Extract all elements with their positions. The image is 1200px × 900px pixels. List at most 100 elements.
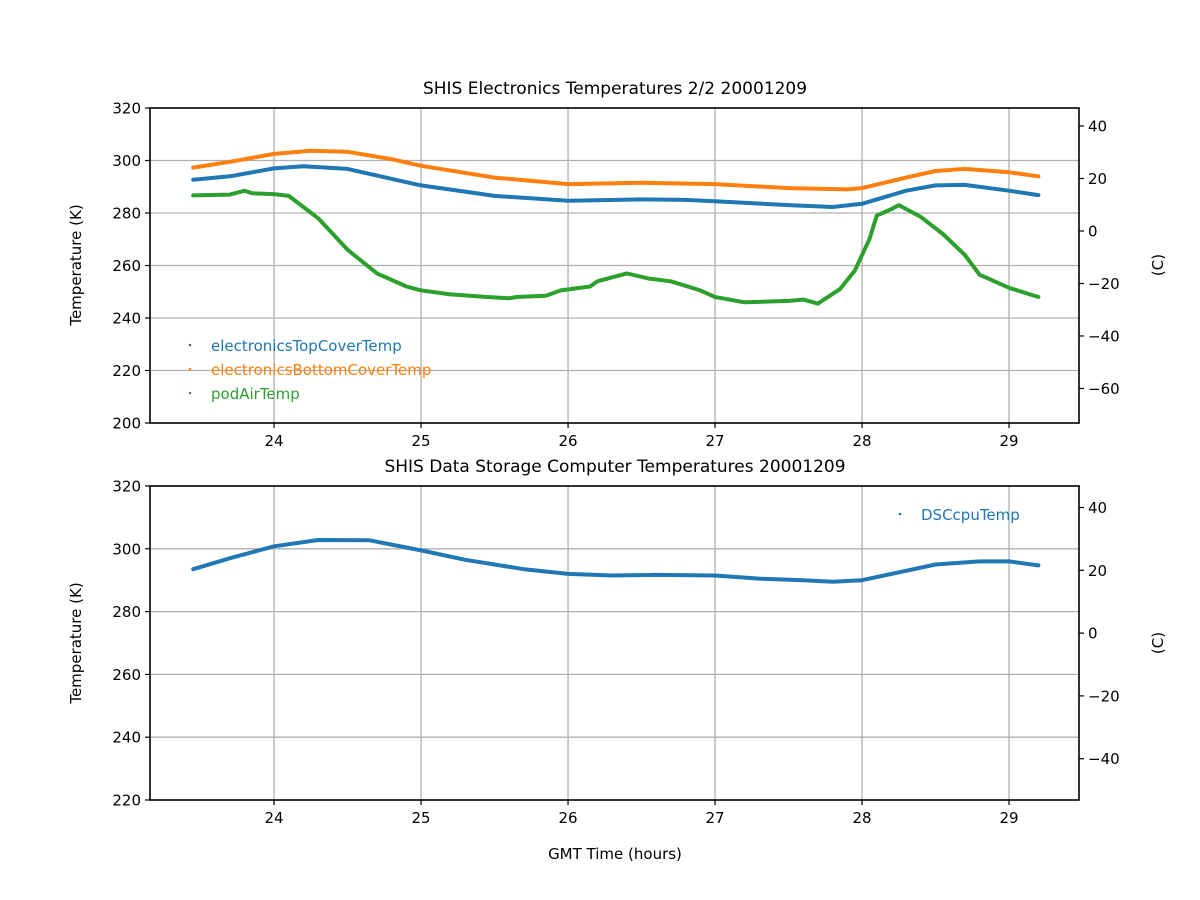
data-point	[904, 569, 908, 573]
data-point	[838, 287, 842, 291]
data-storage-computer-panel: SHIS Data Storage Computer Temperatures …	[67, 457, 1167, 863]
data-point	[346, 167, 350, 171]
data-point	[816, 302, 820, 306]
data-point	[684, 198, 688, 202]
legend-item: electronicsBottomCoverTemp	[188, 361, 431, 379]
data-point	[1007, 189, 1011, 193]
chart-title: SHIS Electronics Temperatures 2/2 200012…	[423, 79, 807, 99]
x-tick-label: 25	[412, 432, 431, 450]
data-point	[228, 160, 232, 164]
data-point	[507, 296, 511, 300]
data-point	[272, 544, 276, 548]
data-point	[1036, 193, 1040, 197]
data-point	[191, 193, 195, 197]
data-point	[243, 189, 247, 193]
data-point	[301, 164, 306, 168]
electronics-temperatures-panel: SHIS Electronics Temperatures 2/2 200012…	[67, 79, 1167, 450]
data-point	[228, 556, 232, 560]
data-point	[801, 578, 805, 582]
data-point	[419, 288, 423, 292]
data-point	[610, 573, 614, 578]
x-tick-label: 28	[852, 432, 871, 450]
x-tick-label: 27	[705, 809, 724, 827]
data-point	[191, 567, 195, 571]
series-line-DSCcpuTemp	[191, 538, 1041, 584]
data-point	[698, 288, 702, 292]
y-axis-label: Temperature (K)	[67, 204, 85, 326]
y-tick-label: 220	[112, 362, 141, 380]
data-point	[272, 152, 276, 156]
data-point	[1007, 170, 1011, 174]
data-point	[933, 169, 938, 173]
data-point	[390, 177, 394, 181]
data-point	[493, 176, 497, 180]
legend-item: podAirTemp	[188, 385, 300, 403]
data-point	[831, 580, 835, 584]
data-point	[346, 150, 350, 154]
data-point	[639, 197, 644, 201]
data-point	[1007, 286, 1011, 290]
data-point	[786, 203, 791, 207]
data-point	[272, 166, 276, 170]
data-point	[860, 202, 864, 206]
data-point	[404, 284, 408, 289]
data-point	[544, 294, 548, 298]
x-tick-label: 24	[265, 432, 284, 450]
data-point	[654, 573, 658, 577]
legend-label: electronicsTopCoverTemp	[211, 337, 402, 355]
data-point	[933, 183, 938, 187]
data-point	[867, 237, 872, 241]
data-point	[419, 164, 423, 168]
y-tick-label: 300	[112, 540, 141, 558]
data-point	[1036, 295, 1040, 299]
data-point	[419, 183, 423, 187]
data-point	[919, 215, 923, 219]
data-point	[875, 214, 879, 218]
y-right-tick-label: −60	[1088, 380, 1120, 398]
legend-marker	[188, 367, 192, 371]
legend-label: podAirTemp	[211, 385, 300, 403]
series-line-electronicsBottomCoverTemp	[191, 148, 1041, 192]
y-axis-label-right: (C)	[1149, 632, 1167, 654]
y-tick-label: 320	[112, 100, 141, 118]
legend-marker	[188, 391, 192, 395]
data-point	[713, 182, 717, 186]
data-point	[713, 295, 717, 299]
data-point	[978, 559, 982, 564]
series-line-podAirTemp	[191, 188, 1041, 306]
y-tick-label: 240	[112, 729, 141, 747]
data-point	[1036, 174, 1040, 178]
data-point	[448, 292, 453, 296]
y-right-tick-label: 40	[1088, 499, 1107, 517]
plot-frame	[149, 485, 1080, 801]
x-axis-label: GMT Time (hours)	[548, 845, 682, 863]
y-right-tick-label: 40	[1088, 117, 1107, 135]
data-point	[831, 205, 835, 209]
legend-label: electronicsBottomCoverTemp	[211, 361, 431, 379]
legend-marker	[188, 343, 192, 347]
y-right-tick-label: −40	[1088, 750, 1120, 768]
data-point	[368, 538, 372, 542]
data-point	[963, 183, 967, 187]
data-point	[845, 187, 849, 191]
data-point	[566, 199, 570, 203]
data-point	[272, 192, 276, 196]
data-point	[647, 277, 651, 281]
x-tick-label: 29	[999, 809, 1018, 827]
x-tick-label: 26	[559, 809, 578, 827]
data-point	[786, 299, 791, 303]
y-tick-label: 320	[112, 478, 141, 496]
data-point	[639, 181, 644, 185]
data-point	[889, 207, 894, 211]
data-point	[566, 182, 570, 186]
data-point	[287, 194, 291, 198]
y-tick-label: 240	[112, 310, 141, 328]
data-point	[463, 558, 467, 562]
data-point	[904, 176, 908, 180]
y-axis-label: Temperature (K)	[67, 582, 85, 704]
data-point	[801, 298, 805, 302]
data-point	[933, 562, 938, 567]
data-point	[713, 573, 717, 578]
data-point	[757, 577, 761, 581]
